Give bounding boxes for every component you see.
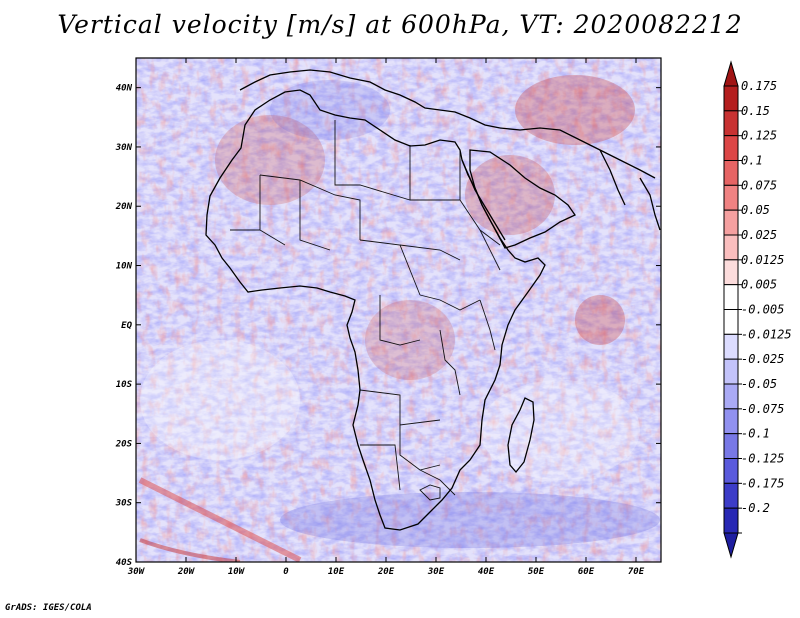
colorbar-label: -0.075 [741,402,784,416]
colorbar-swatch [723,358,739,385]
colorbar-label: -0.1 [741,427,770,441]
colorbar: 0.175 0.15 0.125 0.1 0.075 0.05 0.025 0.0125 0.0… [723,60,792,559]
lat-tick-label: EQ [121,321,132,331]
colorbar-swatch [723,309,739,335]
lat-tick-label: 20S [115,439,133,449]
colorbar-label: -0.0125 [741,327,792,341]
colorbar-swatch [723,507,739,534]
colorbar-label: 0.05 [741,203,770,217]
country-borders [230,120,501,501]
colorbar-label: -0.005 [741,303,784,317]
coastlines [205,69,661,531]
colorbar-swatch [723,408,739,435]
colorbar-label: 0.075 [741,178,777,192]
colorbar-swatch [723,433,739,459]
lat-tick-label: 30N [115,143,133,153]
lat-tick-label: 40S [116,558,133,568]
lon-tick-label: 60E [578,567,595,577]
colorbar-swatch [723,383,739,410]
colorbar-swatch [723,458,739,484]
lon-tick-label: 20W [177,567,196,577]
colorbar-label: -0.175 [741,476,784,490]
lon-tick-label: 10E [328,567,345,577]
colorbar-swatch [723,85,739,112]
plot-frame [135,57,662,563]
colorbar-swatch [723,482,739,509]
colorbar-label: -0.025 [741,352,784,366]
colorbar-swatch [723,184,739,211]
colorbar-swatch [723,259,739,286]
colorbar-label: 0.125 [741,129,777,143]
colorbar-swatch [723,333,739,360]
colorbar-swatch [723,160,739,186]
colorbar-swatch [723,135,739,162]
lat-tick-label: 10S [116,380,133,390]
colorbar-swatch [723,110,739,137]
colorbar-label: 0.175 [741,79,777,93]
colorbar-swatch [723,284,739,310]
colorbar-label: -0.2 [741,501,770,515]
colorbar-label: 0.0125 [741,253,784,267]
credit-label: GrADS: IGES/COLA [5,603,92,613]
lon-tick-label: 0 [283,567,289,577]
colorbar-swatch [723,209,739,236]
lat-tick-label: 20N [115,202,133,212]
lon-tick-label: 30W [127,567,146,577]
lon-tick-label: 70E [628,567,645,577]
field-layer [136,58,661,562]
lat-tick-label: 30S [115,499,133,509]
axes: 30W 20W 10W 0 10E 20E 30E 40E 50E 60E 70E 40N 30N 20N… [115,58,661,577]
colorbar-label: 0.1 [741,154,763,168]
colorbar-label: 0.15 [741,104,770,118]
lon-tick-label: 40E [478,567,495,577]
colorbar-swatch [723,234,739,261]
lon-tick-label: 10W [228,567,246,577]
colorbar-bottom-arrow [723,532,739,559]
colorbar-label: 0.005 [741,278,777,292]
colorbar-label: 0.025 [741,228,777,242]
colorbar-label: -0.125 [741,452,784,466]
lon-tick-label: 20E [377,567,395,577]
lon-tick-label: 50E [528,567,545,577]
colorbar-label: -0.05 [741,377,777,391]
chart-title: Vertical velocity [m/s] at 600hPa, VT: 2… [57,10,743,39]
colorbar-top-arrow [723,60,739,87]
lat-tick-label: 10N [116,262,133,272]
lon-tick-label: 30E [427,567,445,577]
lat-tick-label: 40N [116,84,133,94]
